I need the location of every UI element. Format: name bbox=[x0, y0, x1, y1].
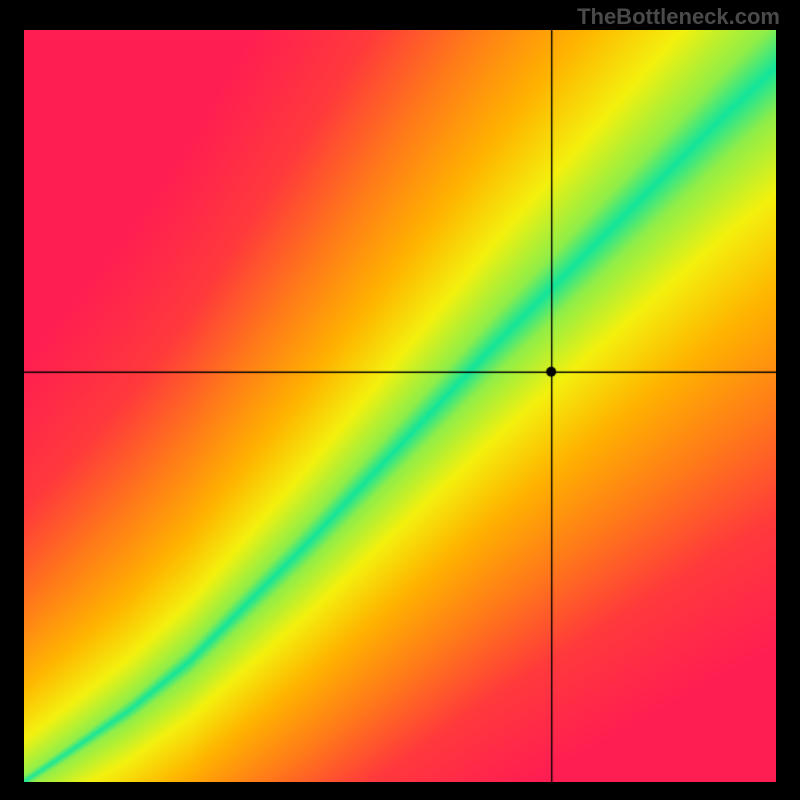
chart-container: TheBottleneck.com bbox=[0, 0, 800, 800]
heatmap-plot bbox=[24, 30, 776, 782]
heatmap-canvas bbox=[24, 30, 776, 782]
watermark-text: TheBottleneck.com bbox=[577, 4, 780, 30]
